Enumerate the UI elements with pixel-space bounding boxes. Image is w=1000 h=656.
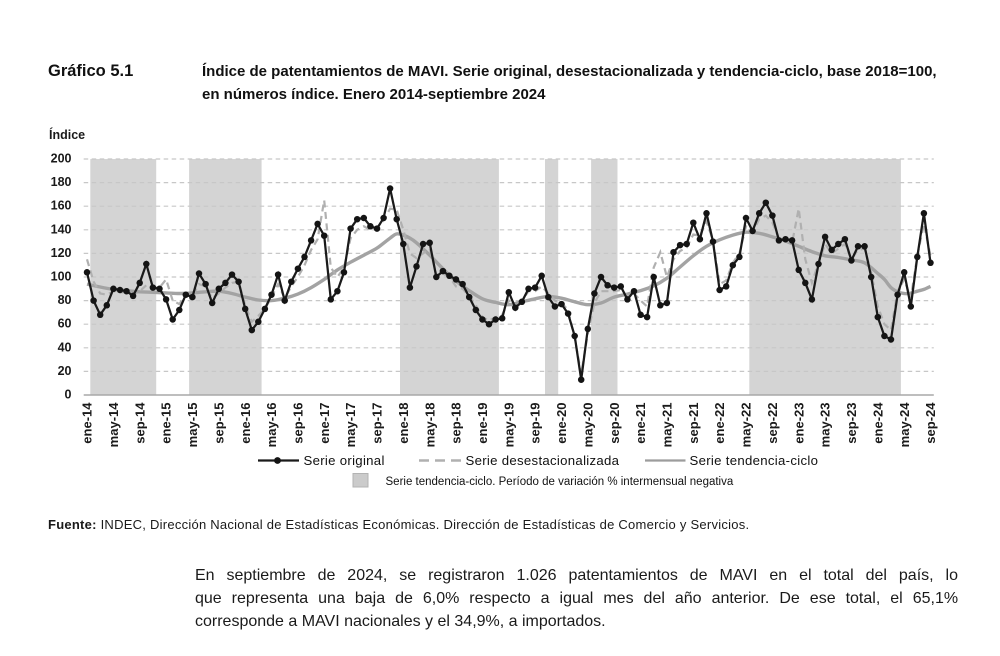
- svg-text:may-21: may-21: [660, 403, 675, 448]
- svg-text:80: 80: [58, 293, 72, 307]
- svg-text:60: 60: [58, 317, 72, 331]
- svg-text:ene-15: ene-15: [159, 403, 174, 444]
- svg-text:Serie tendencia-ciclo: Serie tendencia-ciclo: [690, 453, 819, 468]
- svg-text:ene-18: ene-18: [396, 403, 411, 444]
- svg-text:may-22: may-22: [739, 403, 754, 448]
- svg-text:may-17: may-17: [343, 403, 358, 448]
- svg-text:Serie tendencia-ciclo. Período: Serie tendencia-ciclo. Período de variac…: [386, 476, 734, 488]
- svg-text:may-20: may-20: [580, 403, 595, 448]
- svg-text:0: 0: [65, 388, 72, 402]
- svg-text:sep-15: sep-15: [211, 403, 226, 444]
- svg-text:sep-18: sep-18: [449, 403, 464, 444]
- svg-text:140: 140: [51, 222, 72, 236]
- svg-text:20: 20: [58, 364, 72, 378]
- svg-text:100: 100: [51, 270, 72, 284]
- svg-text:sep-23: sep-23: [844, 403, 859, 444]
- svg-text:sep-21: sep-21: [686, 403, 701, 444]
- svg-text:ene-24: ene-24: [870, 402, 885, 444]
- svg-text:ene-14: ene-14: [80, 402, 95, 444]
- svg-text:sep-24: sep-24: [923, 402, 938, 444]
- svg-text:ene-16: ene-16: [238, 403, 253, 444]
- svg-text:ene-22: ene-22: [712, 403, 727, 444]
- svg-text:may-19: may-19: [501, 403, 516, 448]
- svg-text:180: 180: [51, 175, 72, 189]
- svg-text:120: 120: [51, 246, 72, 260]
- svg-text:may-14: may-14: [106, 402, 121, 448]
- svg-text:Serie desestacionalizada: Serie desestacionalizada: [466, 453, 620, 468]
- svg-text:may-16: may-16: [264, 403, 279, 448]
- svg-text:ene-21: ene-21: [633, 403, 648, 444]
- svg-text:sep-17: sep-17: [370, 403, 385, 444]
- svg-text:ene-17: ene-17: [317, 403, 332, 444]
- svg-text:sep-20: sep-20: [607, 403, 622, 444]
- svg-text:sep-19: sep-19: [528, 403, 543, 444]
- svg-text:sep-16: sep-16: [291, 403, 306, 444]
- svg-text:ene-19: ene-19: [475, 403, 490, 444]
- svg-text:200: 200: [51, 152, 72, 166]
- svg-text:ene-23: ene-23: [791, 403, 806, 444]
- svg-text:sep-14: sep-14: [132, 402, 147, 444]
- svg-text:Serie original: Serie original: [304, 453, 385, 468]
- svg-text:may-15: may-15: [185, 403, 200, 448]
- svg-text:160: 160: [51, 199, 72, 213]
- svg-text:may-24: may-24: [897, 402, 912, 448]
- svg-text:sep-22: sep-22: [765, 403, 780, 444]
- svg-text:may-23: may-23: [818, 403, 833, 448]
- svg-text:may-18: may-18: [422, 403, 437, 448]
- svg-text:ene-20: ene-20: [554, 403, 569, 444]
- svg-text:Índice: Índice: [49, 127, 85, 142]
- svg-text:40: 40: [58, 340, 72, 354]
